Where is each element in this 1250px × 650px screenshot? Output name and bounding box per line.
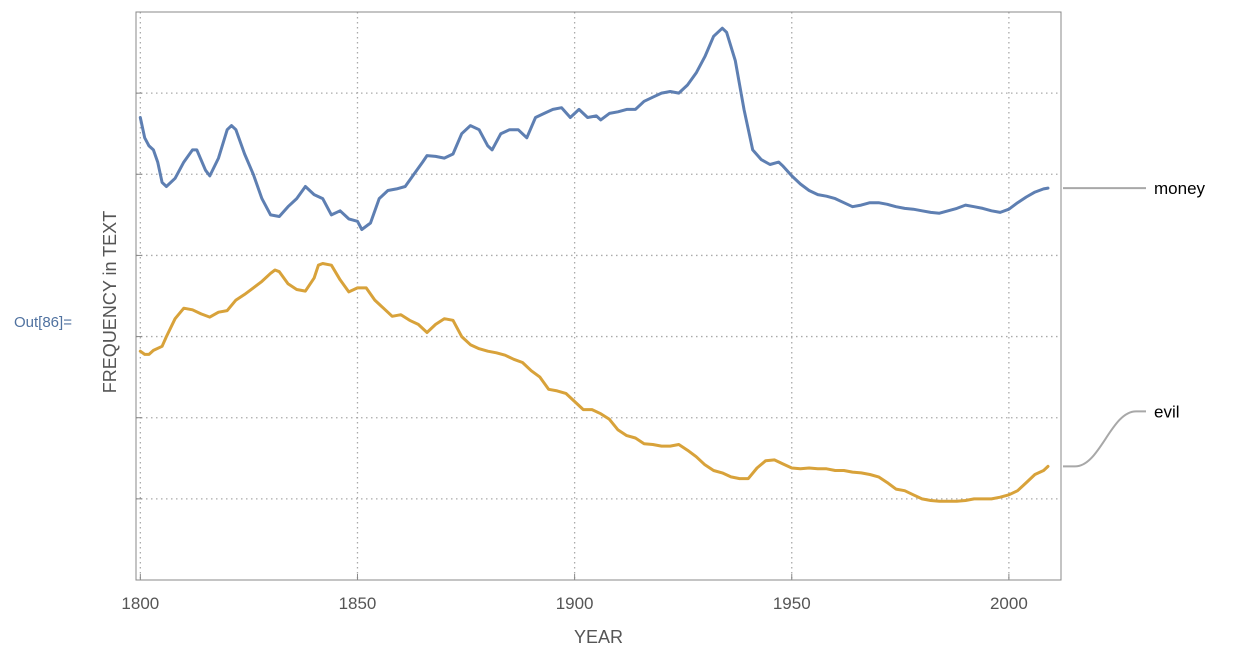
axis-ticks: 1800 1850 1900 1950 2000	[121, 92, 1028, 613]
output-cell-label: Out[86]=	[14, 314, 72, 331]
plot-frame	[135, 11, 1062, 581]
y-axis-title: FREQUENCY in TEXT	[100, 211, 120, 393]
series-line-money	[138, 26, 1050, 231]
series-label-evil: evil	[1154, 402, 1180, 421]
x-tick-label: 2000	[990, 594, 1028, 613]
grid-lines	[136, 12, 1061, 580]
series-lines	[138, 26, 1050, 503]
x-tick-label: 1850	[339, 594, 377, 613]
series-line-evil	[138, 262, 1050, 503]
x-tick-label: 1900	[556, 594, 594, 613]
x-tick-label: 1950	[773, 594, 811, 613]
callout-line-evil	[1063, 410, 1146, 468]
series-label-money: money	[1154, 179, 1206, 198]
series-callouts: money evil	[1063, 179, 1206, 468]
x-axis-title: YEAR	[574, 627, 623, 647]
x-tick-label: 1800	[121, 594, 159, 613]
